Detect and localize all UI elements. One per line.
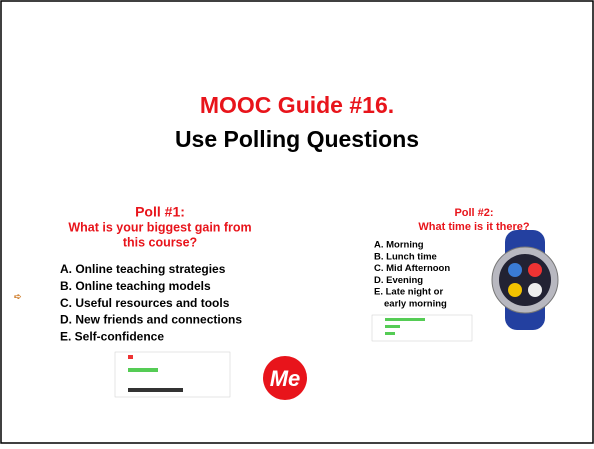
arrow-icon: ➪: [14, 291, 22, 301]
poll2-option: B. Lunch time: [374, 251, 437, 262]
watch-dial: [528, 283, 542, 297]
poll2-option: E. Late night or: [374, 287, 443, 298]
poll2-option: C. Mid Afternoon: [374, 263, 450, 274]
result-bar: [128, 355, 133, 359]
poll1-result-bars: [115, 352, 230, 397]
poll2-option: A. Morning: [374, 240, 424, 251]
watch-dial: [528, 263, 542, 277]
poll1-option: C. Useful resources and tools: [60, 296, 230, 310]
poll1-question: What is your biggest gain from: [68, 220, 251, 234]
poll1-option: A. Online teaching strategies: [60, 262, 226, 276]
poll2-option: D. Evening: [374, 275, 423, 286]
poll1-option: E. Self-confidence: [60, 329, 164, 343]
poll2-result-bars: [372, 315, 472, 341]
result-bar: [128, 388, 183, 392]
slide: MOOC Guide #16. Use Polling Questions Po…: [0, 0, 594, 444]
poll2-heading: Poll #2:: [454, 207, 493, 219]
watch-dial: [508, 263, 522, 277]
watch-face: [499, 254, 551, 306]
result-bar: [128, 368, 158, 372]
result-bar: [385, 332, 395, 335]
poll1-option: D. New friends and connections: [60, 313, 242, 327]
watch-dial: [508, 283, 522, 297]
title-line2: Use Polling Questions: [175, 126, 419, 152]
logo-text: Me: [270, 366, 301, 391]
title-line1: MOOC Guide #16.: [200, 92, 394, 118]
result-bar: [385, 318, 425, 321]
result-bar: [385, 325, 400, 328]
poll1-option: B. Online teaching models: [60, 279, 211, 293]
poll1-question: this course?: [123, 235, 197, 249]
poll1-heading: Poll #1:: [135, 204, 185, 220]
poll2-option: early morning: [384, 299, 447, 310]
